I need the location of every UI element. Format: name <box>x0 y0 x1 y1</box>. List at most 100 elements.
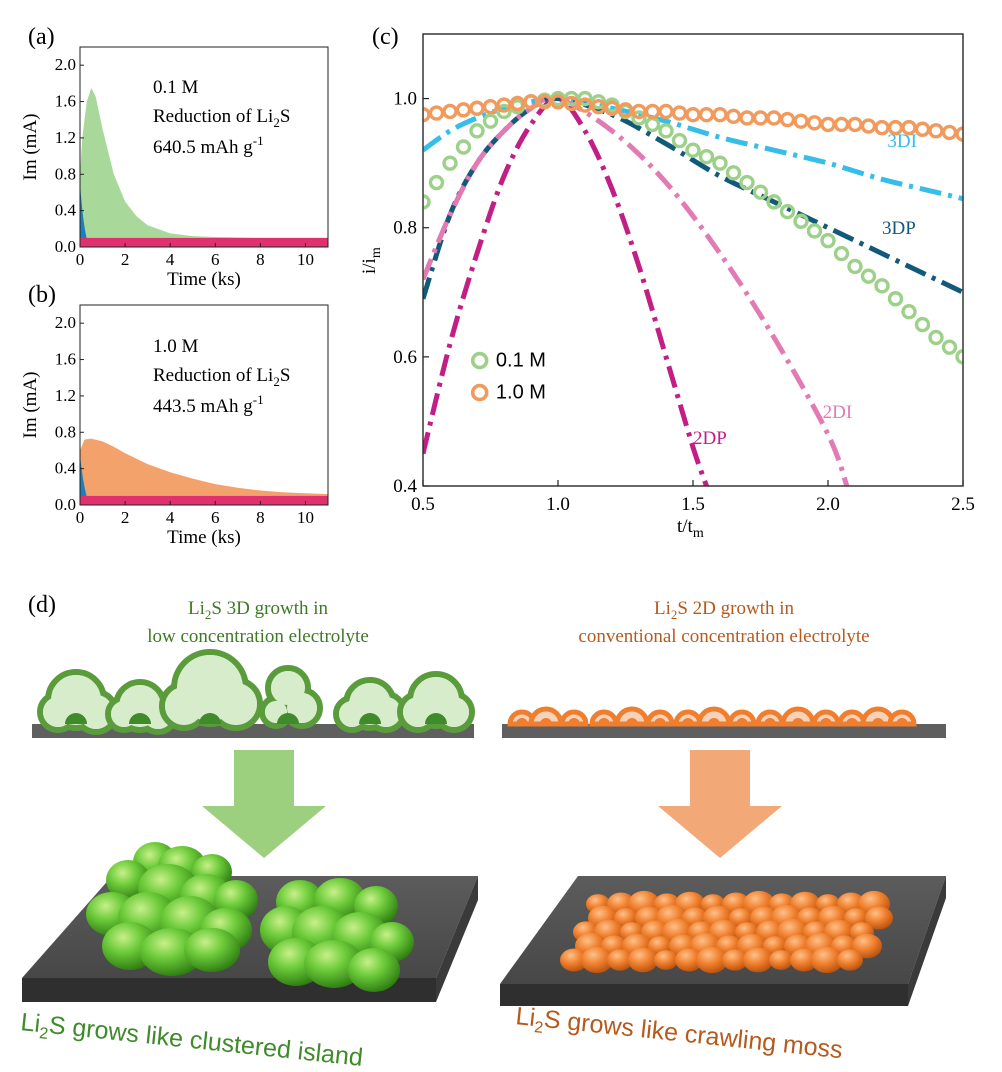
model-label-2DP: 2DP <box>693 428 727 449</box>
right-3d-plate <box>500 876 946 1006</box>
data-point <box>833 245 850 262</box>
island-3 <box>159 649 263 731</box>
y-tick-label: 0.8 <box>393 218 417 239</box>
orange-particle <box>675 948 703 972</box>
x-tick-label: 8 <box>256 250 265 269</box>
y-tick-label: 1.0 <box>393 89 417 110</box>
green-particle <box>184 928 240 972</box>
y-tick-label: 0.4 <box>55 201 77 220</box>
data-point <box>671 132 688 149</box>
model-label-3DI: 3DI <box>887 131 917 152</box>
y-tick-label: 0.4 <box>55 459 77 478</box>
orange-particle <box>696 946 728 974</box>
orange-particle <box>852 933 882 959</box>
orange-particle <box>628 947 658 973</box>
orange-particle <box>837 949 863 971</box>
concentration-label: 0.1 M <box>153 77 199 98</box>
left-caption-line1: Li2S 3D growth in <box>188 598 329 622</box>
x-tick-label: 10 <box>297 250 314 269</box>
initial-spike <box>80 183 88 247</box>
data-point <box>779 203 796 220</box>
data-point <box>955 126 963 142</box>
island-1 <box>37 669 119 735</box>
data-point <box>442 155 458 171</box>
panel-d-label: (d) <box>28 592 56 618</box>
x-tick-label: 2.5 <box>951 494 975 515</box>
data-point <box>901 303 917 320</box>
area-series <box>80 87 328 248</box>
x-tick-label: 6 <box>211 250 220 269</box>
panel-a-label: (a) <box>28 24 55 50</box>
y-tick-label: 1.2 <box>55 128 76 147</box>
chart-b: 0 2 4 6 8 10 0.0 0.4 0.8 1.2 1.6 2.0 Time (ks) Im (mA… <box>20 304 329 548</box>
moss-nucleus <box>872 718 884 724</box>
model-curve-3DI <box>423 95 963 202</box>
orange-particle <box>654 950 678 970</box>
x-axis-label: t/tm <box>677 516 704 541</box>
data-point <box>874 278 890 294</box>
legend-marker <box>470 383 489 402</box>
orange-down-arrow <box>658 750 782 858</box>
x-axis-label: Time (ks) <box>167 269 241 290</box>
x-tick-label: 2 <box>121 250 130 269</box>
x-tick-label: 8 <box>256 508 265 527</box>
y-tick-label: 1.6 <box>55 350 76 369</box>
green-particle <box>348 948 400 992</box>
data-point <box>428 174 445 191</box>
y-tick-label: 0.0 <box>55 495 76 514</box>
data-point <box>631 110 647 126</box>
x-tick-label: 2 <box>121 508 130 527</box>
capacity-label: 443.5 mAh g-1 <box>153 392 264 417</box>
baseline-band <box>80 495 328 505</box>
moss-nucleus <box>764 718 776 724</box>
data-point <box>685 142 701 158</box>
nucleus <box>65 713 87 724</box>
orange-particle <box>790 948 818 972</box>
legend-label: 0.1 M <box>496 350 546 372</box>
orange-particle <box>769 950 793 970</box>
data-point <box>955 349 963 365</box>
data-point <box>928 329 944 346</box>
left-bottom-caption: Li2S grows like clustered island <box>19 1008 364 1072</box>
green-down-arrow <box>202 750 326 858</box>
orange-particle <box>811 946 843 974</box>
baseline-band <box>80 237 328 247</box>
capacity-label: 640.5 mAh g-1 <box>153 133 264 158</box>
nucleus <box>129 713 151 724</box>
panel-c-label: (c) <box>372 24 399 50</box>
data-point <box>469 123 485 139</box>
y-tick-label: 1.2 <box>55 386 76 405</box>
y-tick-label: 0.6 <box>393 347 417 368</box>
moss-nucleus <box>736 718 748 724</box>
data-point <box>847 258 863 275</box>
island-5 <box>333 677 407 733</box>
model-curve-3DP <box>423 95 963 300</box>
data-point <box>496 103 512 120</box>
data-point <box>698 148 715 165</box>
data-point <box>941 339 958 355</box>
orange-particle <box>560 948 588 972</box>
x-tick-label: 4 <box>166 250 175 269</box>
model-label-3DP: 3DP <box>882 218 916 239</box>
legend: 0.1 M 1.0 M <box>470 350 546 404</box>
x-axis-label: Time (ks) <box>167 527 241 548</box>
model-curve-2DI <box>423 95 850 486</box>
data-point <box>887 291 904 307</box>
moss-nucleus <box>516 718 528 724</box>
data-point <box>590 94 607 110</box>
orange-particle <box>581 946 613 974</box>
right-caption-line2: conventional concentration electrolyte <box>578 626 869 647</box>
right-caption-line1: Li2S 2D growth in <box>654 598 795 622</box>
x-tick-label: 10 <box>297 508 314 527</box>
data-point <box>820 232 836 249</box>
data-point <box>766 194 782 210</box>
y-axis-label: i/im <box>359 247 384 274</box>
x-tick-label: 1.5 <box>681 494 705 515</box>
moss-nucleus <box>820 718 832 724</box>
model-label-2DI: 2DI <box>823 402 853 423</box>
orange-particle <box>722 949 748 971</box>
data-point <box>739 174 755 191</box>
nucleus <box>425 713 447 724</box>
right-substrate <box>502 724 946 738</box>
x-tick-label: 6 <box>211 508 220 527</box>
